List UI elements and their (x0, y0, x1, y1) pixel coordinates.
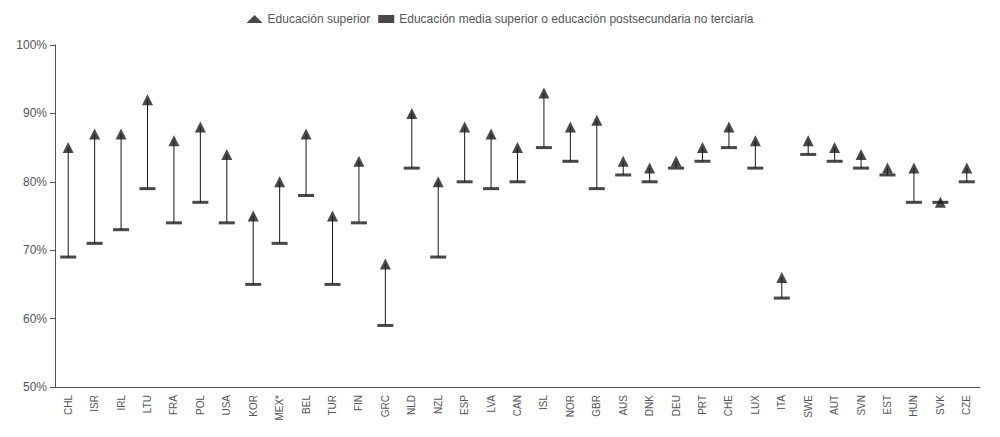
svg-text:BEL: BEL (301, 395, 312, 414)
svg-text:Educación superior: Educación superior (268, 12, 371, 26)
svg-text:POL: POL (195, 395, 206, 415)
svg-text:SWE: SWE (803, 395, 814, 418)
svg-text:EST: EST (882, 395, 893, 414)
svg-text:50%: 50% (23, 380, 47, 394)
svg-text:CAN: CAN (512, 395, 523, 416)
svg-text:HUN: HUN (908, 395, 919, 417)
svg-text:ESP: ESP (459, 395, 470, 415)
svg-text:AUS: AUS (618, 395, 629, 416)
svg-text:SVK: SVK (935, 395, 946, 415)
svg-text:PRT: PRT (697, 395, 708, 415)
svg-text:ITA: ITA (776, 395, 787, 410)
svg-text:NLD: NLD (406, 395, 417, 415)
svg-text:LVA: LVA (486, 395, 497, 413)
svg-text:FRA: FRA (168, 395, 179, 415)
svg-text:80%: 80% (23, 175, 47, 189)
svg-text:IRL: IRL (116, 395, 127, 411)
svg-text:CZE: CZE (961, 395, 972, 415)
svg-text:NOR: NOR (565, 395, 576, 417)
svg-text:LTU: LTU (142, 395, 153, 413)
svg-text:DNK: DNK (644, 395, 655, 416)
svg-text:70%: 70% (23, 243, 47, 257)
svg-text:100%: 100% (16, 38, 47, 52)
svg-text:NZL: NZL (433, 395, 444, 414)
svg-text:TUR: TUR (327, 395, 338, 416)
svg-text:Educación media superior o edu: Educación media superior o educación pos… (399, 12, 754, 26)
svg-text:USA: USA (221, 395, 232, 416)
svg-text:MEX*: MEX* (274, 395, 285, 421)
svg-text:AUT: AUT (829, 395, 840, 415)
svg-text:90%: 90% (23, 106, 47, 120)
svg-text:FIN: FIN (353, 395, 364, 411)
svg-text:SVN: SVN (856, 395, 867, 416)
svg-text:DEU: DEU (671, 395, 682, 416)
svg-text:GBR: GBR (591, 395, 602, 417)
svg-text:CHL: CHL (63, 395, 74, 415)
svg-text:ISR: ISR (89, 395, 100, 412)
svg-text:LUX: LUX (750, 395, 761, 415)
svg-text:60%: 60% (23, 312, 47, 326)
svg-text:GRC: GRC (380, 395, 391, 417)
svg-text:CHE: CHE (723, 395, 734, 416)
svg-text:ISL: ISL (538, 395, 549, 410)
svg-text:KOR: KOR (248, 395, 259, 417)
